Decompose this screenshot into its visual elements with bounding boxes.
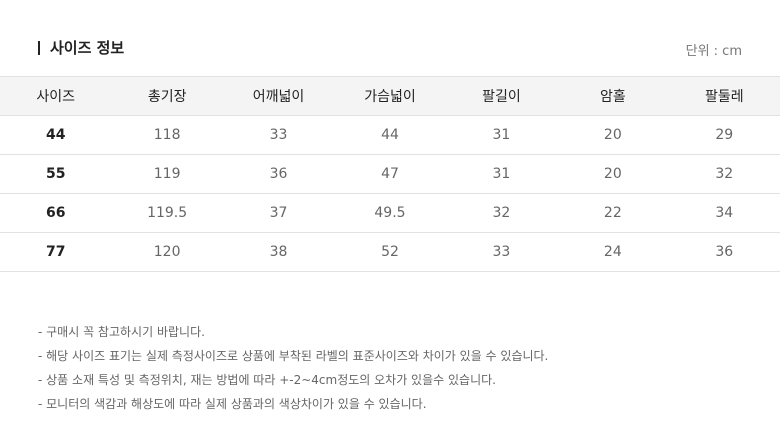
measurement-cell: 52 [334, 232, 446, 272]
size-cell: 55 [0, 154, 112, 194]
table-row: 55 119 36 47 31 20 32 [0, 154, 780, 194]
note-item: - 구매시 꼭 참고하시기 바랍니다. [38, 325, 205, 339]
measurement-cell: 37 [222, 193, 335, 233]
measurement-cell: 36 [668, 232, 780, 272]
header-cell: 총기장 [111, 76, 223, 116]
header-cell: 팔둘레 [668, 76, 780, 116]
header-cell: 사이즈 [0, 76, 112, 116]
table-header-row: 사이즈 총기장 어깨넓이 가슴넓이 팔길이 암홀 팔둘레 [0, 76, 780, 116]
measurement-cell: 44 [334, 115, 446, 155]
measurement-cell: 32 [445, 193, 558, 233]
measurement-cell: 33 [222, 115, 335, 155]
measurement-cell: 118 [111, 115, 223, 155]
table-row: 77 120 38 52 33 24 36 [0, 232, 780, 272]
measurement-cell: 24 [557, 232, 669, 272]
section-title-text: 사이즈 정보 [50, 39, 125, 57]
measurement-cell: 20 [557, 115, 669, 155]
measurement-cell: 119.5 [111, 193, 223, 233]
measurement-cell: 20 [557, 154, 669, 194]
measurement-cell: 120 [111, 232, 223, 272]
table-row: 66 119.5 37 49.5 32 22 34 [0, 193, 780, 233]
measurement-cell: 119 [111, 154, 223, 194]
header-cell: 팔길이 [445, 76, 558, 116]
measurement-cell: 31 [445, 154, 558, 194]
table-row: 44 118 33 44 31 20 29 [0, 115, 780, 155]
size-cell: 44 [0, 115, 112, 155]
size-cell: 77 [0, 232, 112, 272]
measurement-cell: 47 [334, 154, 446, 194]
size-cell: 66 [0, 193, 112, 233]
note-item: - 상품 소재 특성 및 측정위치, 재는 방법에 따라 +-2~4cm정도의 … [38, 373, 496, 387]
measurement-cell: 49.5 [334, 193, 446, 233]
header-cell: 암홀 [557, 76, 669, 116]
header-cell: 어깨넓이 [222, 76, 335, 116]
header-cell: 가슴넓이 [334, 76, 446, 116]
measurement-cell: 33 [445, 232, 558, 272]
measurement-cell: 36 [222, 154, 335, 194]
section-title: 사이즈 정보 [38, 37, 124, 58]
note-item: - 모니터의 색감과 해상도에 따라 실제 상품과의 색상차이가 있을 수 있습… [38, 397, 427, 411]
measurement-cell: 29 [668, 115, 780, 155]
size-table: 사이즈 총기장 어깨넓이 가슴넓이 팔길이 암홀 팔둘레 44 118 33 44 31… [0, 76, 780, 272]
measurement-cell: 22 [557, 193, 669, 233]
measurement-cell: 32 [668, 154, 780, 194]
measurement-cell: 31 [445, 115, 558, 155]
measurement-cell: 38 [222, 232, 335, 272]
unit-label: 단위 : cm [685, 44, 742, 59]
notes-list: - 구매시 꼭 참고하시기 바랍니다. - 해당 사이즈 표기는 실제 측정사이… [38, 320, 548, 416]
title-bar-marker [38, 40, 40, 55]
note-item: - 해당 사이즈 표기는 실제 측정사이즈로 상품에 부착된 라벨의 표준사이즈… [38, 349, 549, 363]
measurement-cell: 34 [668, 193, 780, 233]
